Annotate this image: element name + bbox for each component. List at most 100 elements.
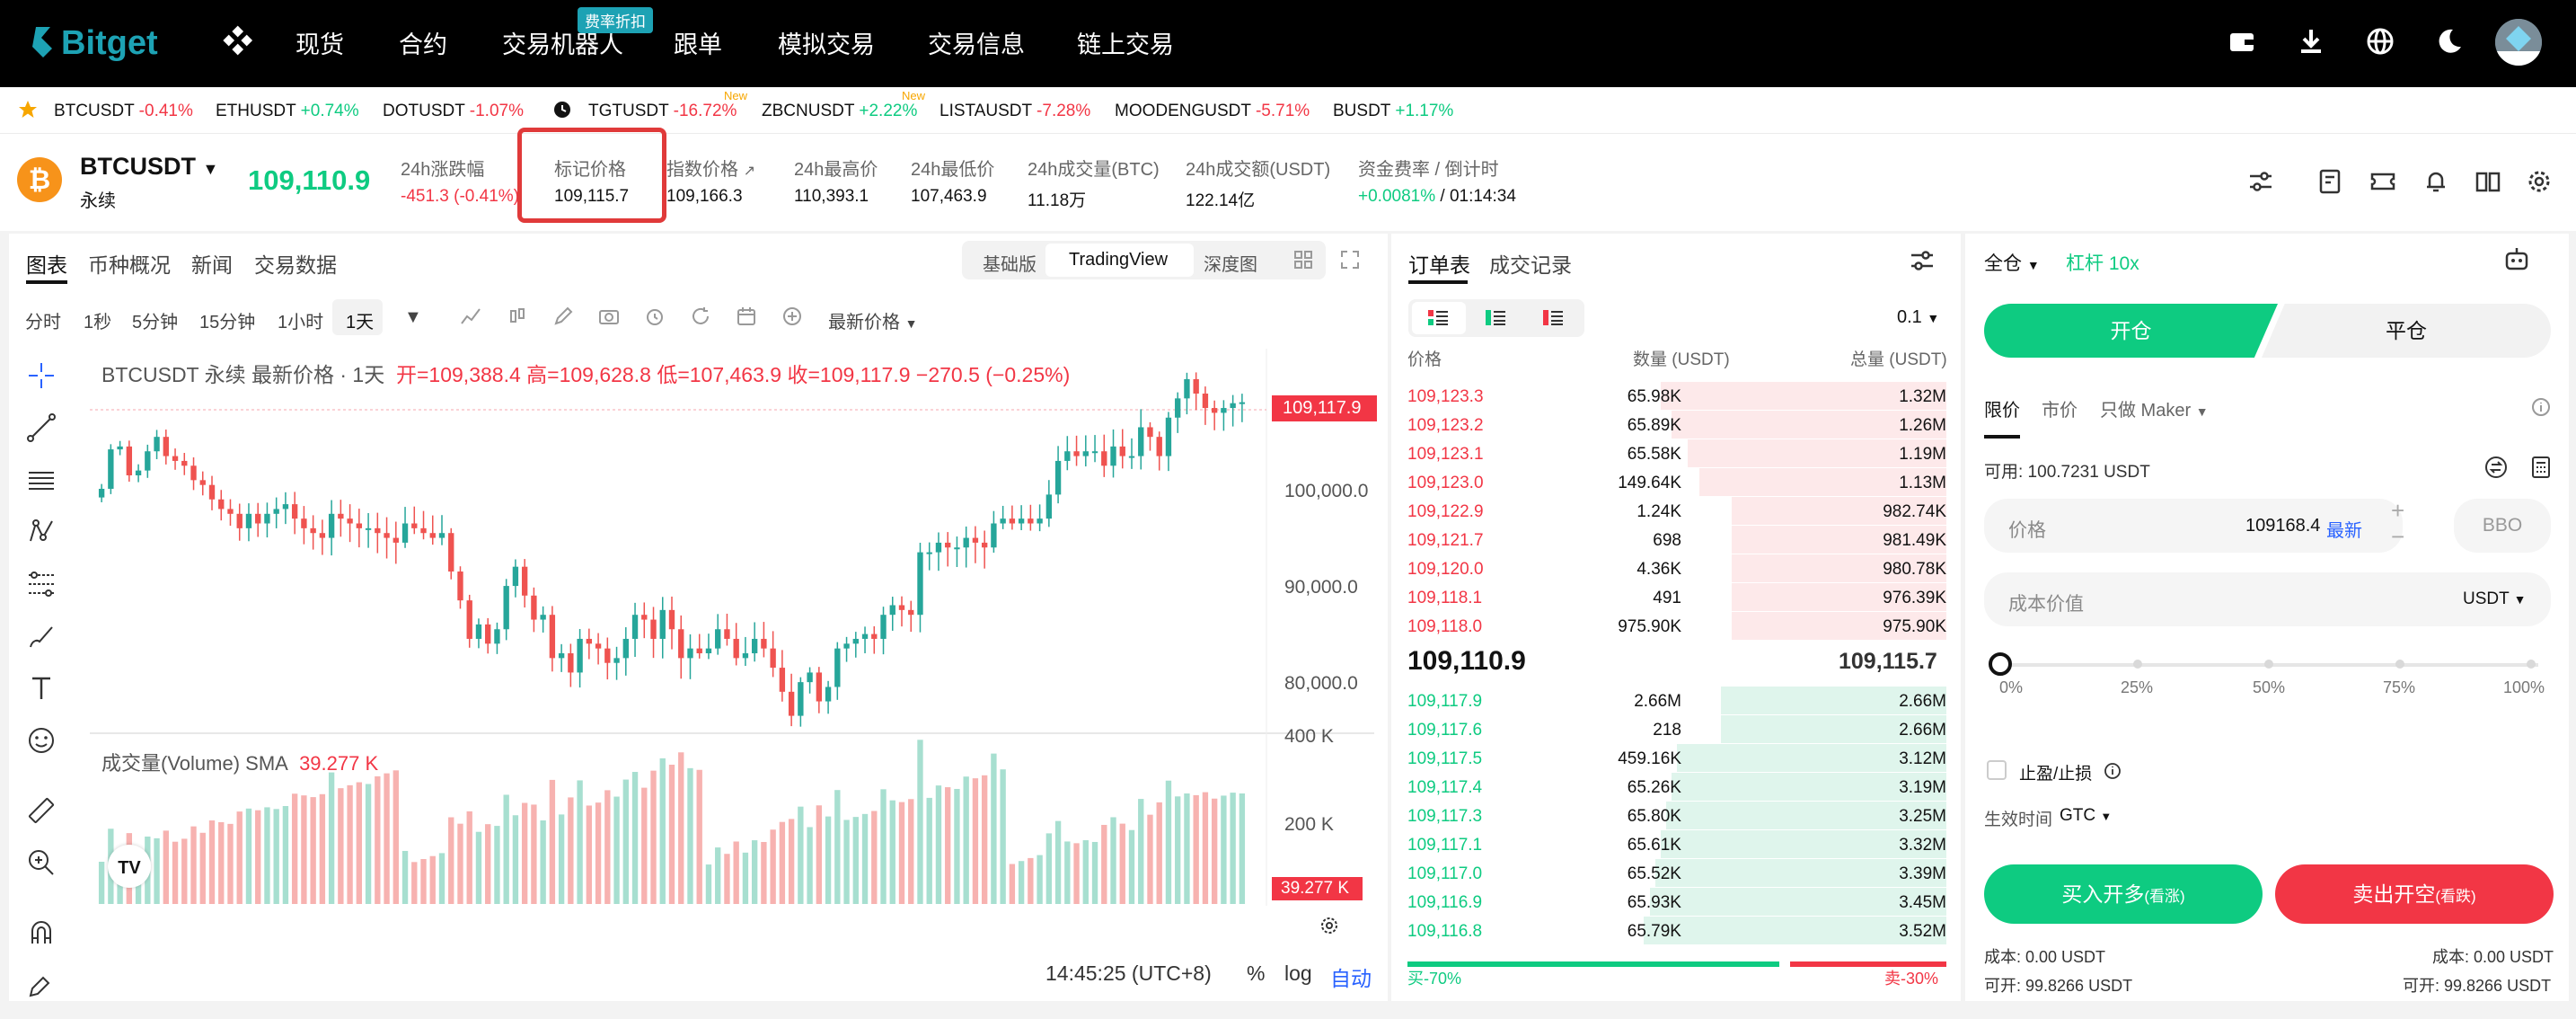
camera-snapshot-icon[interactable] bbox=[598, 306, 620, 327]
ticker-item[interactable]: BTCUSDT -0.41% bbox=[54, 102, 193, 120]
price-type-selector[interactable]: 最新价格 ▼ bbox=[828, 313, 918, 332]
ticker-item[interactable]: TGTUSDT -16.72% bbox=[588, 102, 737, 120]
settings-sliders-icon[interactable] bbox=[2247, 168, 2274, 195]
bid-row[interactable]: 109,117.9 2.66M 2.66M bbox=[1397, 687, 1946, 715]
tif-selector[interactable]: GTC ▼ bbox=[2060, 806, 2113, 825]
dark-mode-moon-icon[interactable] bbox=[2435, 27, 2464, 56]
ask-row[interactable]: 109,123.2 65.89K 1.26M bbox=[1397, 411, 1946, 439]
text-tool-icon[interactable] bbox=[27, 674, 56, 703]
indicators-icon[interactable] bbox=[460, 306, 481, 327]
book-asks-icon[interactable] bbox=[1543, 309, 1563, 327]
order-type-market[interactable]: 市价 bbox=[2042, 401, 2078, 421]
bbo-button[interactable]: BBO bbox=[2454, 499, 2551, 553]
close-position-tab[interactable]: 平仓 bbox=[2262, 304, 2551, 358]
ask-row[interactable]: 109,122.9 1.24K 982.74K bbox=[1397, 497, 1946, 526]
tab-trades[interactable]: 成交记录 bbox=[1489, 253, 1572, 277]
gear-icon[interactable] bbox=[2526, 168, 2553, 195]
zoom-in-icon[interactable] bbox=[27, 848, 56, 877]
info-icon[interactable] bbox=[2531, 397, 2551, 417]
tpsl-checkbox[interactable] bbox=[1987, 760, 2007, 780]
ticker-item[interactable]: LISTAUSDT -7.28% bbox=[940, 102, 1091, 120]
fib-tool-icon[interactable] bbox=[27, 570, 56, 598]
apps-grid-icon[interactable] bbox=[221, 25, 253, 58]
view-basic[interactable]: 基础版 bbox=[983, 255, 1037, 275]
bid-row[interactable]: 109,116.8 65.79K 3.52M bbox=[1397, 917, 1946, 945]
timeframe-dropdown-icon[interactable]: ▼ bbox=[404, 307, 422, 327]
ticker-item[interactable]: MOODENGUSDT -5.71% bbox=[1115, 102, 1310, 120]
bid-row[interactable]: 109,117.1 65.61K 3.32M bbox=[1397, 830, 1946, 859]
book-bids-icon[interactable] bbox=[1486, 309, 1505, 327]
ask-row[interactable]: 109,123.0 149.64K 1.13M bbox=[1397, 468, 1946, 497]
price-increment-icon[interactable]: + bbox=[2391, 497, 2405, 524]
emoji-icon[interactable] bbox=[27, 726, 56, 755]
language-globe-icon[interactable] bbox=[2366, 27, 2395, 56]
lock-drawing-icon[interactable] bbox=[27, 970, 56, 999]
slider-stop[interactable] bbox=[2133, 660, 2142, 669]
tab-chart[interactable]: 图表 bbox=[26, 253, 67, 277]
crosshair-icon[interactable] bbox=[27, 361, 56, 390]
timeframe-tick[interactable]: 分时 bbox=[25, 313, 61, 332]
tab-orderbook[interactable]: 订单表 bbox=[1408, 253, 1470, 277]
precision-selector[interactable]: 0.1 ▼ bbox=[1897, 307, 1940, 327]
view-depth[interactable]: 深度图 bbox=[1204, 255, 1257, 275]
ticket-coupon-icon[interactable] bbox=[2369, 168, 2396, 195]
wallet-icon[interactable] bbox=[2228, 27, 2256, 56]
calendar-icon[interactable] bbox=[736, 306, 757, 327]
price-value[interactable]: 109168.4 bbox=[2245, 516, 2321, 536]
bitget-logo[interactable]: Bitget bbox=[31, 20, 189, 65]
download-icon[interactable] bbox=[2297, 27, 2325, 56]
slider-stop[interactable] bbox=[2395, 660, 2404, 669]
tab-coin-overview[interactable]: 币种概况 bbox=[88, 253, 171, 277]
user-avatar[interactable] bbox=[2495, 19, 2542, 66]
ticker-item[interactable]: DOTUSDT -1.07% bbox=[383, 102, 524, 120]
guide-book-icon[interactable] bbox=[2475, 168, 2501, 195]
slider-stop[interactable] bbox=[2264, 660, 2273, 669]
ticker-item[interactable]: ZBCNUSDT +2.22% bbox=[762, 102, 918, 120]
nav-market-info[interactable]: 交易信息 bbox=[928, 31, 1025, 58]
add-plus-icon[interactable] bbox=[781, 306, 803, 327]
order-type-maker[interactable]: 只做 Maker ▼ bbox=[2100, 401, 2209, 421]
leverage-selector[interactable]: 杠杆 10x bbox=[2066, 253, 2139, 274]
tpsl-info-icon[interactable] bbox=[2104, 762, 2122, 780]
tab-news[interactable]: 新闻 bbox=[191, 253, 233, 277]
bid-row[interactable]: 109,117.3 65.80K 3.25M bbox=[1397, 802, 1946, 830]
alert-bell-icon[interactable] bbox=[2422, 168, 2449, 195]
candle-style-icon[interactable] bbox=[507, 306, 528, 327]
ask-row[interactable]: 109,123.3 65.98K 1.32M bbox=[1397, 382, 1946, 411]
ask-row[interactable]: 109,118.0 975.90K 975.90K bbox=[1397, 612, 1946, 641]
timeframe-1d[interactable]: 1天 bbox=[346, 313, 375, 332]
ask-row[interactable]: 109,118.1 491 976.39K bbox=[1397, 583, 1946, 612]
nav-demo-trading[interactable]: 模拟交易 bbox=[778, 31, 875, 58]
bid-row[interactable]: 109,117.4 65.26K 3.19M bbox=[1397, 773, 1946, 802]
ask-row[interactable]: 109,121.7 698 981.49K bbox=[1397, 526, 1946, 554]
nav-futures[interactable]: 合约 bbox=[399, 31, 447, 58]
orderbook-settings-icon[interactable] bbox=[1910, 248, 1935, 273]
pencil-draw-icon[interactable] bbox=[552, 306, 574, 327]
calculator-icon[interactable] bbox=[2529, 456, 2553, 479]
transfer-icon[interactable] bbox=[2484, 456, 2508, 479]
timeframe-15m[interactable]: 15分钟 bbox=[199, 313, 256, 332]
chart-settings-icon[interactable] bbox=[1319, 915, 1340, 936]
nav-onchain-trading[interactable]: 链上交易 bbox=[1077, 31, 1174, 58]
magnet-icon[interactable] bbox=[27, 918, 56, 947]
timeframe-1h[interactable]: 1小时 bbox=[278, 313, 324, 332]
amount-slider-handle[interactable] bbox=[1989, 652, 2012, 676]
refresh-icon[interactable] bbox=[690, 306, 711, 327]
timeframe-5m[interactable]: 5分钟 bbox=[132, 313, 179, 332]
price-decrement-icon[interactable]: − bbox=[2391, 523, 2405, 550]
layout-grid-icon[interactable] bbox=[1293, 250, 1313, 270]
sell-short-button[interactable]: 卖出开空(看跌) bbox=[2275, 864, 2554, 924]
percent-toggle[interactable]: % bbox=[1247, 961, 1266, 985]
bid-row[interactable]: 109,117.5 459.16K 3.12M bbox=[1397, 744, 1946, 773]
slider-stop[interactable] bbox=[2527, 660, 2536, 669]
buy-long-button[interactable]: 买入开多(看涨) bbox=[1984, 864, 2263, 924]
fullscreen-icon[interactable] bbox=[1340, 250, 1360, 270]
ask-row[interactable]: 109,123.1 65.58K 1.19M bbox=[1397, 439, 1946, 468]
price-input[interactable] bbox=[1984, 499, 2403, 553]
cost-input[interactable] bbox=[1984, 572, 2551, 626]
alarm-clock-icon[interactable] bbox=[644, 306, 666, 327]
ticker-item[interactable]: BUSDT +1.17% bbox=[1333, 102, 1454, 120]
tradingview-logo[interactable]: TV bbox=[108, 845, 151, 888]
ticker-item[interactable]: ETHUSDT +0.74% bbox=[216, 102, 359, 120]
